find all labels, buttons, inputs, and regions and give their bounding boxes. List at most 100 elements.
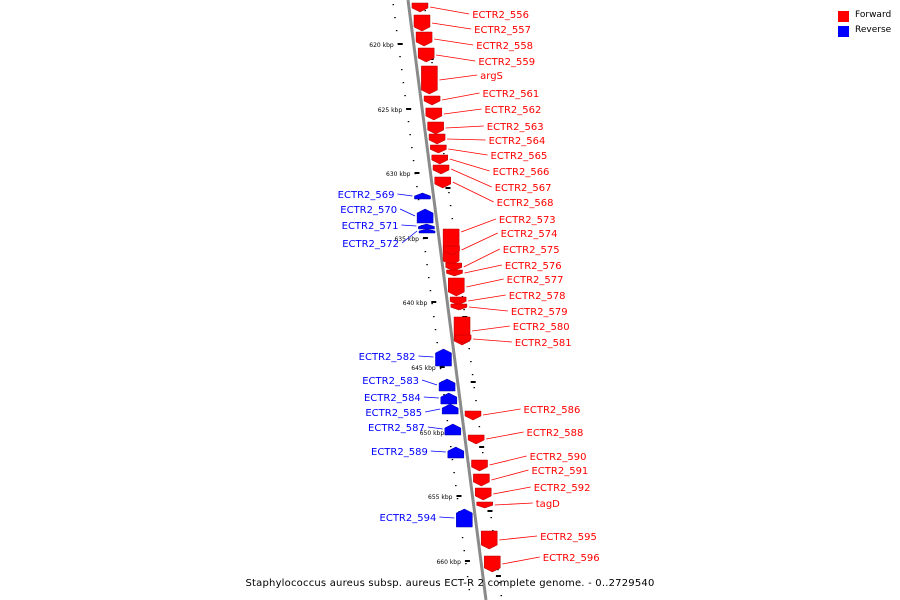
- gene-ectr2-588: [467, 434, 485, 445]
- minor-tick: [448, 192, 450, 194]
- gene-ectr2-558: [415, 31, 433, 47]
- minor-tick: [470, 361, 472, 363]
- leader-ectr2-581: [473, 338, 512, 343]
- gene-ectr2-562: [425, 107, 443, 121]
- gene-label-ectr2-586: ECTR2_586: [524, 405, 581, 416]
- minor-tick: [481, 452, 484, 454]
- gene-ectr2-575: [445, 262, 462, 272]
- minor-tick: [492, 530, 494, 532]
- minor-tick: [490, 517, 492, 519]
- minor-tick: [463, 309, 465, 311]
- gene-ectr2-591: [473, 473, 490, 487]
- gene-ectr2-561: [423, 95, 441, 106]
- kbp-tick: [487, 510, 493, 512]
- gene-label-ectr2-573: ECTR2_573: [499, 215, 556, 226]
- leader-ectr2-574: [461, 232, 498, 251]
- gene-ectr2-582: [435, 348, 452, 367]
- gene-ectr2-571: [418, 223, 435, 230]
- gene-label-ectr2-577: ECTR2_577: [507, 275, 564, 286]
- leader-ectr2-565: [448, 148, 488, 156]
- minor-tick: [424, 251, 427, 253]
- minor-tick: [500, 595, 503, 597]
- minor-tick: [399, 56, 401, 58]
- kbp-tick: [422, 237, 428, 239]
- gene-label-ectr2-575: ECTR2_575: [503, 245, 560, 256]
- gene-ectr2-556: [411, 2, 429, 13]
- leader-ectr2-561: [441, 92, 480, 101]
- minor-tick: [416, 186, 418, 188]
- gene-label-ectr2-580: ECTR2_580: [513, 322, 570, 333]
- minor-tick: [455, 485, 457, 487]
- minor-tick: [428, 277, 430, 279]
- gene-ectr2-592: [474, 487, 492, 501]
- leader-ectr2-556: [429, 6, 470, 15]
- gene-ectr2-581: [454, 334, 472, 344]
- gene-label-ectr2-556: ECTR2_556: [472, 10, 529, 21]
- leader-ectr2-571: [401, 224, 417, 227]
- minor-tick: [409, 134, 411, 136]
- leader-ectr2-557: [431, 22, 472, 30]
- leader-ectr2-564: [447, 138, 486, 141]
- reverse-swatch: [838, 26, 849, 37]
- gene-ectr2-595: [480, 530, 498, 550]
- minor-tick: [411, 147, 413, 149]
- gene-label-ectr2-581: ECTR2_581: [515, 338, 572, 349]
- leader-ectr2-569: [397, 193, 413, 197]
- minor-tick: [400, 69, 403, 71]
- gene-ectr2-585: [441, 403, 459, 415]
- minor-tick: [449, 446, 452, 448]
- gene-label-ectr2-565: ECTR2_565: [491, 151, 548, 162]
- genome-caption: Staphylococcus aureus subsp. aureus ECT-…: [245, 578, 655, 589]
- leader-ectr2-595: [499, 535, 538, 541]
- leader-ectr2-566: [449, 158, 490, 172]
- kbp-tick-label: 640 kbp: [403, 300, 428, 307]
- gene-ectr2-594: [456, 508, 473, 528]
- gene-features: [411, 2, 501, 573]
- gene-label-ectr2-568: ECTR2_568: [497, 198, 554, 209]
- gene-ectr2-557: [413, 14, 431, 32]
- minor-tick: [402, 82, 405, 84]
- gene-label-ectr2-592: ECTR2_592: [534, 483, 591, 494]
- minor-tick: [429, 290, 432, 292]
- leader-ectr2-559: [436, 54, 476, 62]
- kbp-tick: [456, 495, 462, 497]
- minor-tick: [407, 121, 410, 123]
- leader-ectr2-591: [491, 469, 529, 481]
- gene-label-args: argS: [480, 71, 503, 82]
- leader-ectr2-584: [423, 396, 439, 399]
- leader-ectr2-588: [486, 431, 524, 440]
- leader-ectr2-590: [489, 455, 527, 466]
- gene-ectr2-584: [440, 392, 458, 405]
- minor-tick: [436, 342, 438, 344]
- kbp-tick-label: 660 kbp: [436, 559, 461, 566]
- kbp-tick-label: 625 kbp: [378, 107, 403, 114]
- label-leader-lines: [397, 6, 540, 565]
- gene-ectr2-559: [417, 47, 435, 63]
- minor-tick: [434, 329, 437, 331]
- kbp-tick-label: 630 kbp: [386, 171, 411, 178]
- leader-ectr2-573: [460, 218, 497, 233]
- minor-tick: [466, 576, 469, 578]
- minor-tick: [424, 10, 427, 12]
- gene-ectr2-565: [430, 144, 447, 154]
- minor-tick: [395, 30, 398, 32]
- minor-tick: [431, 303, 433, 305]
- minor-tick: [426, 264, 428, 266]
- minor-tick: [451, 218, 454, 220]
- leader-ectr2-583: [421, 379, 438, 386]
- gene-label-ectr2-596: ECTR2_596: [543, 553, 600, 564]
- minor-tick: [449, 205, 452, 207]
- gene-ectr2-583: [438, 378, 456, 392]
- minor-tick: [392, 4, 395, 6]
- gene-label-ectr2-558: ECTR2_558: [476, 41, 533, 52]
- gene-label-ectr2-571: ECTR2_571: [342, 221, 399, 232]
- leader-args: [439, 74, 478, 81]
- minor-tick: [439, 368, 442, 370]
- gene-label-ectr2-567: ECTR2_567: [495, 183, 552, 194]
- minor-tick: [394, 17, 396, 19]
- gene-ectr2-587: [444, 423, 462, 436]
- gene-ectr2-563: [427, 121, 444, 135]
- gene-label-ectr2-570: ECTR2_570: [340, 205, 397, 216]
- leader-ectr2-558: [434, 38, 474, 46]
